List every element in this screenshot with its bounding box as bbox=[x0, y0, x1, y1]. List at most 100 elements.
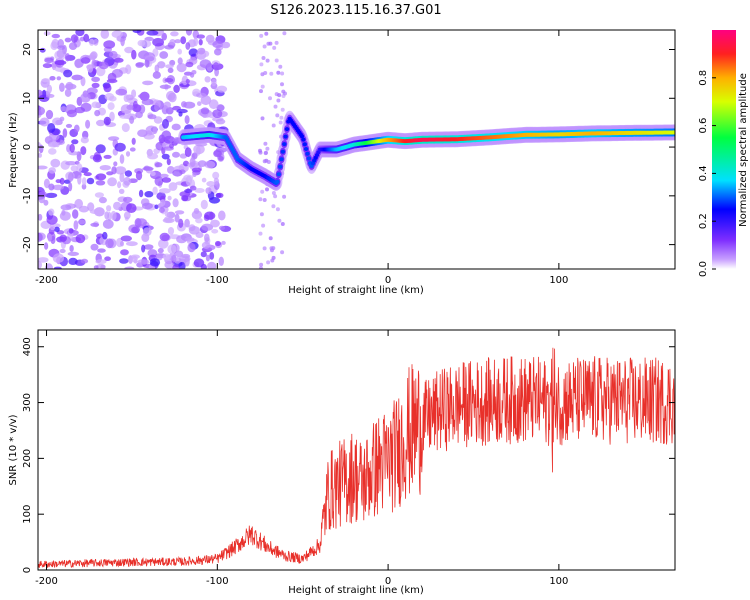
spectrogram-noise-blob bbox=[142, 227, 152, 237]
spectrogram-noise-blob bbox=[218, 256, 224, 266]
spectrogram-noise-blob bbox=[51, 33, 60, 39]
spectrogram-noise-blob bbox=[218, 225, 226, 231]
spectrogram-noise-blob bbox=[278, 120, 283, 125]
spectrogram-ridge-core bbox=[284, 127, 290, 132]
spectrogram-noise-blob bbox=[63, 69, 73, 78]
spectrogram-noise-blob bbox=[90, 243, 99, 251]
spectrogram-noise-blob bbox=[196, 92, 207, 98]
spectrogram-noise-blob bbox=[281, 89, 286, 94]
spectrogram-noise-blob bbox=[177, 57, 183, 65]
spectrogram-noise-blob bbox=[209, 252, 215, 260]
spectrogram-noise-blob bbox=[68, 228, 74, 234]
spectrogram-noise-blob bbox=[193, 37, 198, 47]
spectrogram-ridge-core bbox=[275, 179, 280, 184]
spectrogram-noise-blob bbox=[118, 188, 125, 194]
spectrogram-noise-blob bbox=[64, 88, 72, 98]
spectrogram-noise-blob bbox=[259, 62, 264, 67]
spectrogram-noise-blob bbox=[110, 210, 117, 221]
spectrogram-ridge-core bbox=[299, 134, 305, 139]
spectrogram-noise-blob bbox=[59, 211, 71, 221]
spectrogram-noise-blob bbox=[59, 116, 65, 122]
spectrogram-noise-blob bbox=[280, 250, 285, 255]
spectrogram-noise-blob bbox=[137, 259, 150, 265]
spectrogram-noise-blob bbox=[207, 261, 217, 269]
spectrogram-noise-blob bbox=[72, 209, 79, 219]
spectrogram-noise-blob bbox=[66, 109, 77, 118]
spectrogram-noise-blob bbox=[264, 150, 268, 155]
y-tick-label: 20 bbox=[22, 43, 33, 56]
spectrogram-noise-blob bbox=[185, 175, 192, 186]
spectrogram-noise-blob bbox=[216, 85, 228, 93]
spectrogram-noise-blob bbox=[280, 222, 285, 226]
spectrogram-noise-blob bbox=[91, 76, 100, 82]
colorbar: 0.0 0.2 0.4 0.6 0.8 Normalized spectral ampl… bbox=[698, 30, 749, 277]
spectrogram-noise-blob bbox=[60, 204, 72, 211]
spectrogram-noise-blob bbox=[263, 71, 268, 75]
spectrogram-noise-blob bbox=[73, 220, 79, 231]
spectrogram-noise-blob bbox=[38, 191, 47, 198]
spectrogram-noise-blob bbox=[172, 264, 180, 269]
spectrogram-noise-blob bbox=[66, 144, 71, 153]
spectrogram-noise-blob bbox=[97, 248, 106, 253]
spectrogram-noise-blob bbox=[38, 260, 42, 269]
spectrogram-noise-blob bbox=[103, 154, 112, 159]
spectrogram-noise-blob bbox=[161, 130, 172, 141]
spectrogram-noise-blob bbox=[38, 152, 42, 158]
spectrogram-noise-blob bbox=[125, 151, 131, 157]
spectrogram-noise-blob bbox=[65, 81, 74, 91]
spectrogram-noise-blob bbox=[266, 160, 271, 164]
spectrogram-noise-blob bbox=[282, 31, 287, 36]
spectrogram-noise-blob bbox=[282, 194, 287, 199]
spectrogram-noise-blob bbox=[113, 161, 118, 167]
spectrogram-noise-blob bbox=[271, 123, 276, 128]
spectrogram-noise-blob bbox=[135, 170, 143, 181]
spectrogram-noise-blob bbox=[212, 171, 220, 180]
spectrogram-noise-blob bbox=[167, 244, 177, 254]
y-tick-label: 10 bbox=[22, 92, 33, 105]
spectrogram-noise-blob bbox=[215, 118, 226, 125]
spectrogram-noise-blob bbox=[50, 225, 56, 231]
spectrogram-noise-blob bbox=[189, 157, 196, 168]
spectrogram-noise-blob bbox=[152, 71, 161, 79]
spectrogram-noise-blob bbox=[68, 182, 73, 192]
spectrogram-noise-blob bbox=[135, 62, 144, 68]
spectrogram-x-axis-label: Height of straight line (km) bbox=[288, 285, 424, 296]
spectrogram-noise-blob bbox=[213, 62, 219, 71]
spectrogram-ridge-core bbox=[302, 142, 307, 147]
spectrogram-noise-blob bbox=[38, 106, 45, 116]
spectrogram-noise-blob bbox=[113, 57, 124, 63]
spectrogram-noise-blob bbox=[263, 141, 268, 146]
colorbar-axes: 0.0 0.2 0.4 0.6 0.8 bbox=[698, 70, 716, 277]
x-tick-label: -100 bbox=[206, 275, 229, 286]
spectrogram-noise-blob bbox=[170, 31, 179, 37]
spectrogram-noise-blob bbox=[204, 211, 216, 220]
spectrogram-noise-blob bbox=[138, 189, 144, 198]
spectrogram-noise-blob bbox=[163, 101, 171, 109]
spectrogram-noise-blob bbox=[89, 38, 95, 46]
spectrogram-noise-blob bbox=[80, 258, 89, 264]
spectrogram-noise-blob bbox=[119, 154, 125, 164]
spectrogram-noise-blob bbox=[204, 76, 211, 83]
x-tick-label: 0 bbox=[385, 576, 391, 587]
spectrogram-noise-blob bbox=[264, 31, 269, 36]
spectrogram-noise-blob bbox=[201, 223, 214, 231]
spectrogram-noise-blob bbox=[126, 104, 134, 110]
spectrogram-noise-blob bbox=[258, 266, 263, 269]
spectrogram-noise-blob bbox=[115, 88, 128, 96]
x-tick-label: 100 bbox=[549, 576, 568, 587]
spectrogram-noise-blob bbox=[145, 125, 158, 135]
spectrogram-noise-blob bbox=[184, 147, 192, 158]
spectrogram-ridge-core bbox=[280, 149, 286, 154]
spectrogram-noise-blob bbox=[124, 266, 135, 269]
spectrogram-noise-blob bbox=[162, 253, 171, 260]
spectrogram-noise-blob bbox=[280, 107, 285, 112]
spectrogram-noise-blob bbox=[194, 188, 205, 193]
spectrogram-noise-blob bbox=[64, 37, 72, 43]
spectrogram-noise-blob bbox=[272, 45, 277, 50]
spectrogram-noise-blob bbox=[266, 260, 271, 265]
spectrogram-noise-blob bbox=[258, 197, 263, 202]
spectrogram-noise-blob bbox=[38, 165, 48, 170]
spectrogram-ridge-core bbox=[301, 137, 306, 142]
snr-y-axis-label: SNR (10 * v/v) bbox=[8, 414, 19, 485]
spectrogram-noise-blob bbox=[93, 38, 99, 46]
